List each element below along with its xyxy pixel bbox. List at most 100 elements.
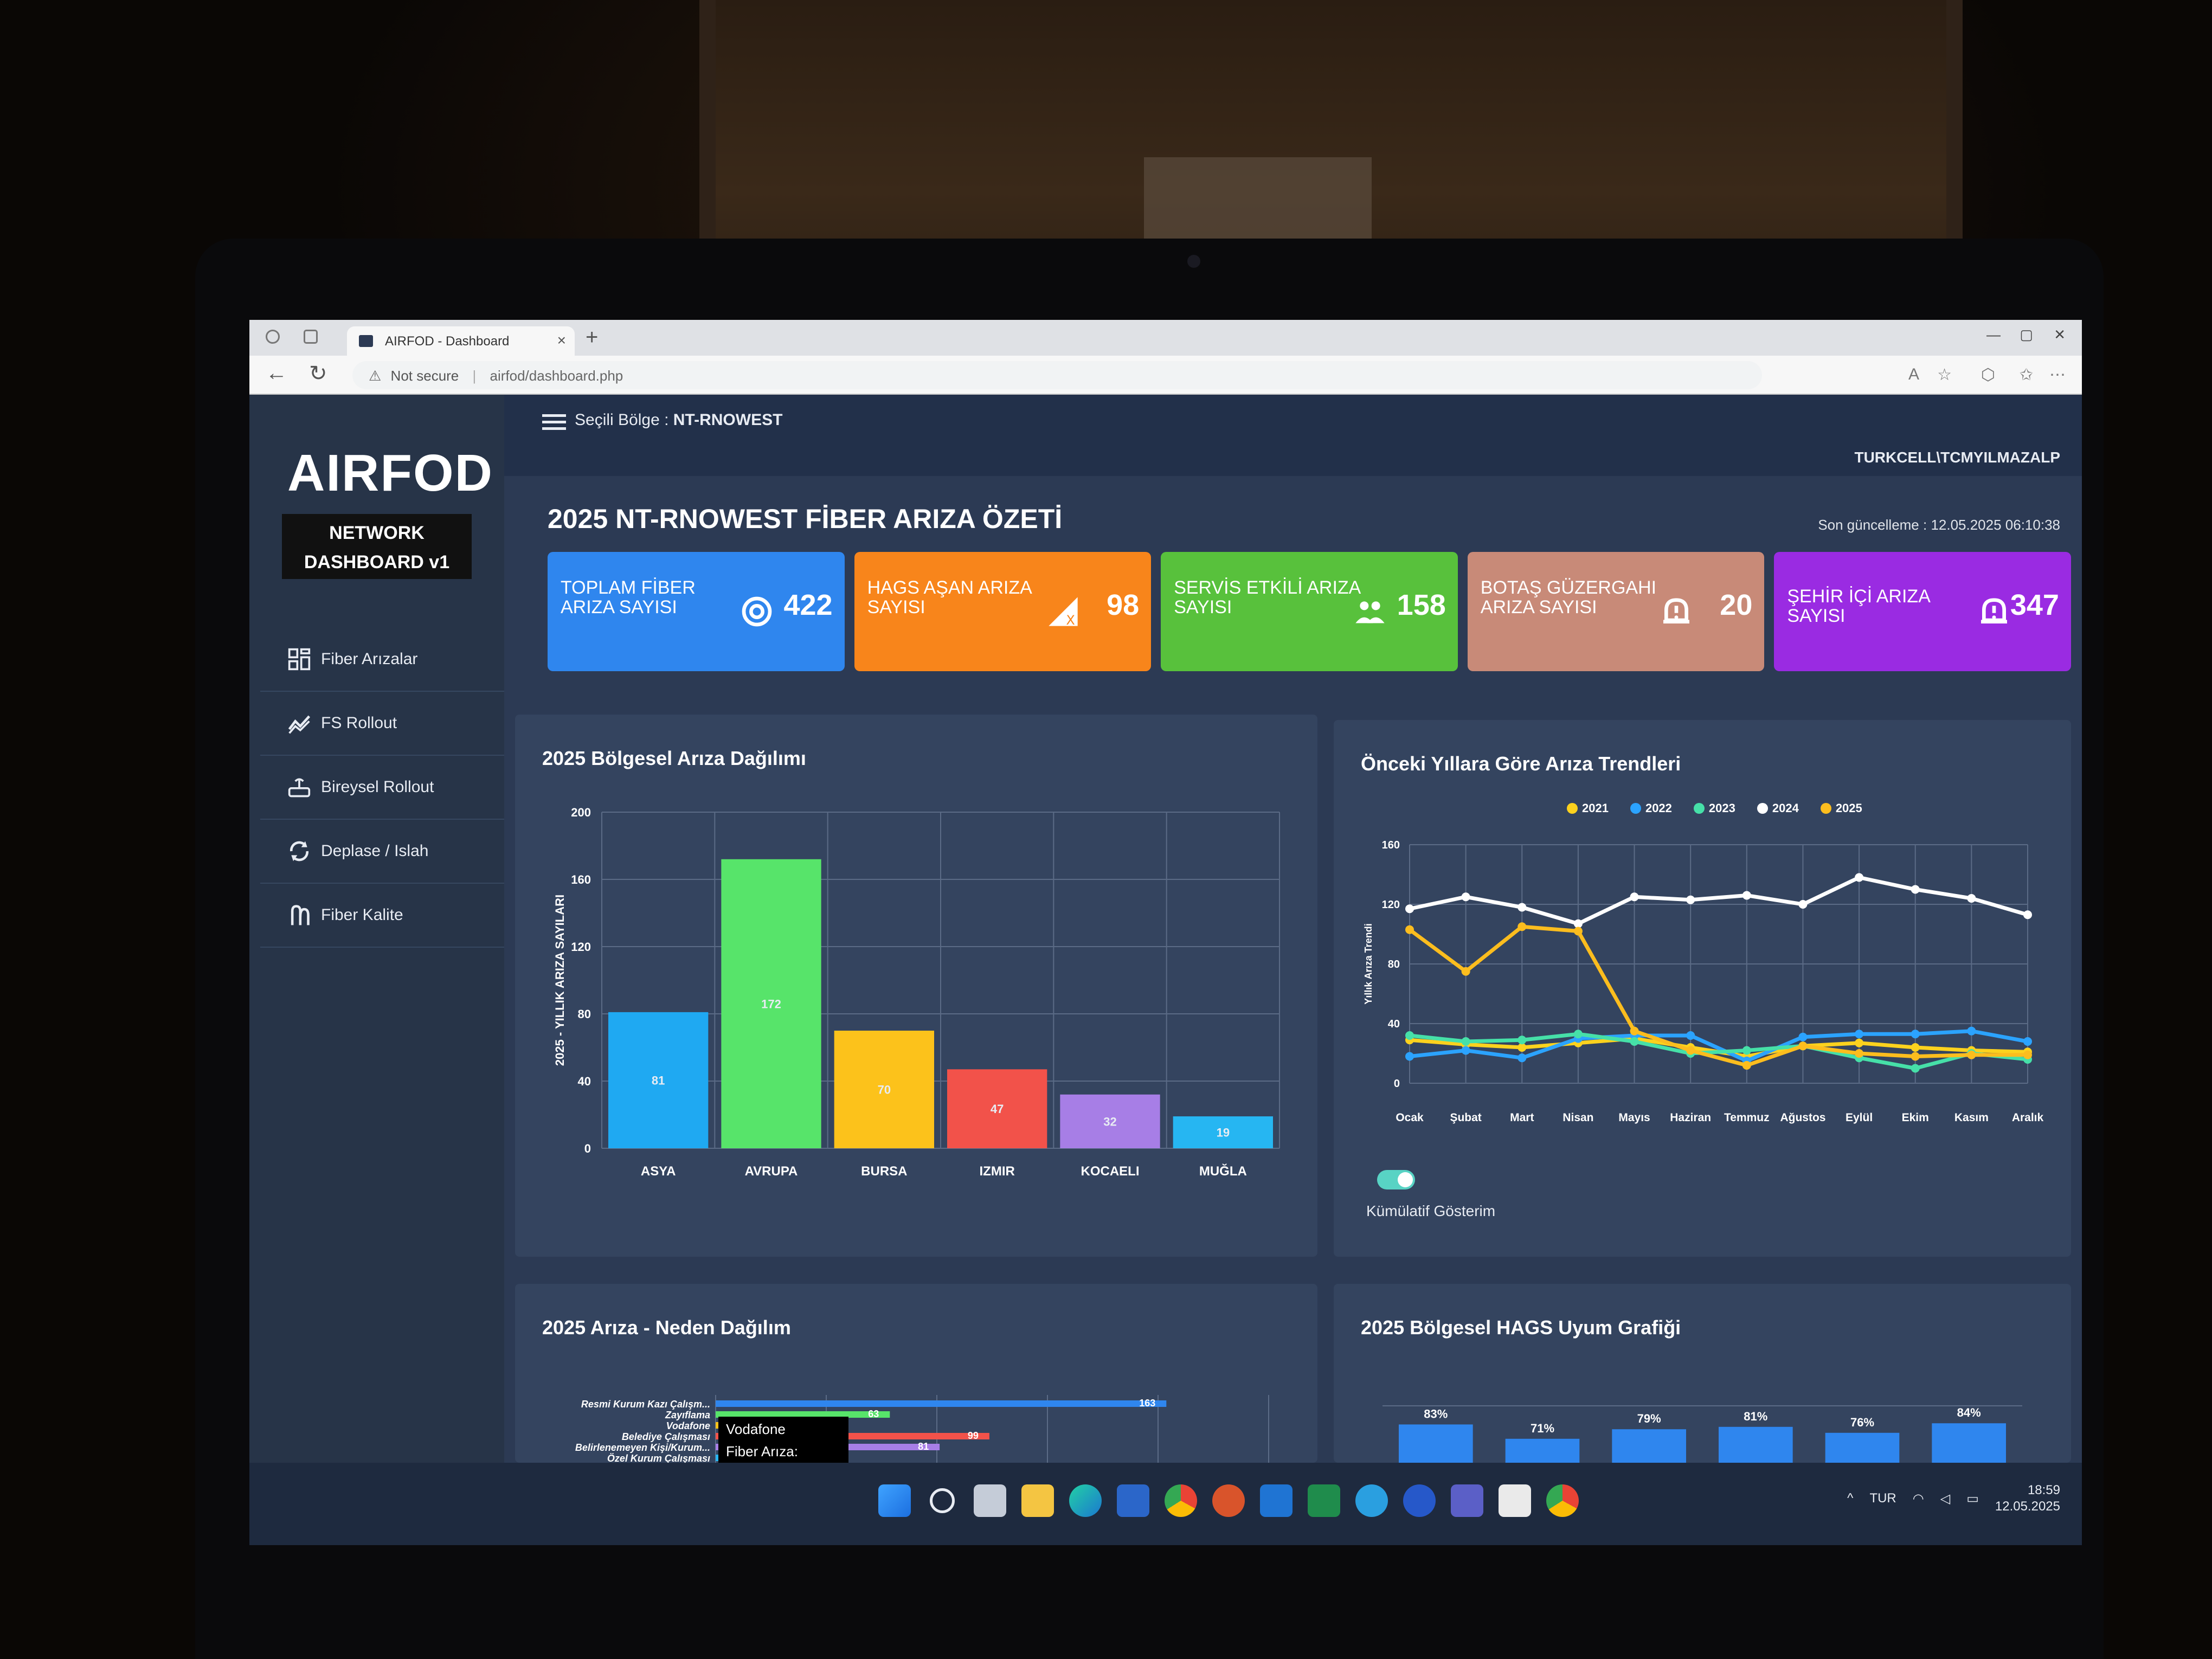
system-tray: ^ TUR ◠ ◁ ▭ 18:59 12.05.2025	[1847, 1482, 2060, 1515]
bar	[1060, 1094, 1160, 1148]
outlook-icon[interactable]	[1260, 1484, 1293, 1517]
legend-item[interactable]: 2023	[1693, 801, 1735, 815]
paint-icon[interactable]	[1499, 1484, 1531, 1517]
regional-bar-chart: 0 40 80 120 160 200 81 ASYA 172 AVRUPA 70 BURSA 47 IZ…	[553, 806, 1280, 1179]
chrome-icon[interactable]	[1165, 1484, 1197, 1517]
user-name[interactable]: TURKCELL\TCMYILMAZALP	[1854, 449, 2060, 466]
minimize-icon[interactable]: —	[1986, 326, 2001, 343]
sidebar-item-deplase-islah[interactable]: Deplase / Islah	[260, 820, 504, 884]
reload-icon[interactable]: ↻	[309, 362, 327, 385]
legend-item[interactable]: 2024	[1757, 801, 1799, 815]
clock-time: 18:59	[2027, 1483, 2060, 1497]
chrome-icon[interactable]	[1546, 1484, 1579, 1517]
alert-bell-icon	[1980, 598, 2007, 623]
series-point-2024	[1686, 895, 1695, 904]
page-title: 2025 NT-RNOWEST FİBER ARIZA ÖZETİ	[548, 504, 1063, 534]
sidebar-item-fs-rollout[interactable]: FS Rollout	[260, 692, 504, 756]
y-axis-label: 2025 - YILLIK ARIZA SAYILARI	[553, 895, 567, 1066]
card-city[interactable]: ŞEHİR İÇİ ARIZA SAYISI 347	[1774, 552, 2071, 671]
tooltip-series: Fiber Arıza:	[726, 1443, 798, 1459]
word-icon[interactable]	[1117, 1484, 1149, 1517]
wifi-icon[interactable]: ◠	[1912, 1491, 1924, 1506]
file-explorer-icon[interactable]	[1021, 1484, 1054, 1517]
hbar	[716, 1400, 1167, 1407]
search-icon[interactable]	[930, 1488, 955, 1513]
read-aloud-icon[interactable]: A	[1908, 365, 1919, 383]
series-point-2024	[1855, 873, 1864, 882]
language-indicator[interactable]: TUR	[1869, 1491, 1896, 1506]
browser-tab[interactable]: AIRFOD - Dashboard ×	[347, 326, 575, 356]
series-point-2023	[1461, 1037, 1470, 1046]
url-text: airfod/dashboard.php	[490, 368, 623, 384]
task-view-icon[interactable]	[974, 1484, 1006, 1517]
favorite-icon[interactable]: ☆	[1937, 366, 1952, 384]
close-tab-icon[interactable]: ×	[557, 332, 566, 349]
cumulative-toggle[interactable]	[1377, 1170, 1415, 1189]
battery-icon[interactable]: ▭	[1966, 1491, 1979, 1506]
webex-icon[interactable]	[1403, 1484, 1436, 1517]
regional-distribution-panel: 2025 Bölgesel Arıza Dağılımı 0 40 80 120 160…	[515, 715, 1317, 1257]
bar-value-label: 32	[1103, 1115, 1116, 1128]
favorites-bar-icon[interactable]: ✩	[2019, 366, 2033, 384]
profile-icon[interactable]	[266, 330, 280, 344]
sidebar-item-bireysel-rollout[interactable]: Bireysel Rollout	[260, 756, 504, 820]
signal-off-icon: x	[1049, 597, 1078, 628]
refresh-icon	[290, 841, 308, 861]
series-point-2021	[1517, 1043, 1527, 1052]
clock[interactable]: 18:59 12.05.2025	[1995, 1482, 2060, 1515]
series-point-2024	[1405, 904, 1414, 914]
chart-title: 2025 Bölgesel HAGS Uyum Grafiği	[1361, 1316, 1681, 1339]
extensions-icon[interactable]: ⬡	[1980, 366, 1995, 384]
logo: AIRFOD	[287, 444, 493, 502]
tray-chevron-icon[interactable]: ^	[1847, 1491, 1854, 1506]
y-tick-label: Zayıflama	[665, 1410, 710, 1420]
skype-icon[interactable]	[1355, 1484, 1388, 1517]
series-point-2023	[1911, 1064, 1920, 1073]
teams-icon[interactable]	[1451, 1484, 1483, 1517]
powerpoint-icon[interactable]	[1212, 1484, 1245, 1517]
edge-icon[interactable]	[1069, 1484, 1102, 1517]
volume-icon[interactable]: ◁	[1940, 1491, 1951, 1506]
series-point-2024	[1742, 891, 1751, 900]
card-service-impact[interactable]: SERVİS ETKİLİ ARIZA SAYISI 158	[1161, 552, 1458, 671]
back-icon[interactable]: ←	[266, 361, 287, 385]
screen: AIRFOD - Dashboard × + — ▢ ✕ ← ↻ ⚠ Not s…	[249, 320, 2082, 1545]
legend-item[interactable]: 2021	[1567, 801, 1609, 815]
trend-line-chart: 0 40 80 120 160 Ocak Şubat Mart Nisan Mayıs Hazira…	[1363, 839, 2043, 1124]
hags-bar	[1399, 1424, 1473, 1463]
start-icon[interactable]	[878, 1484, 911, 1517]
card-label: SERVİS ETKİLİ ARIZA SAYISI	[1174, 577, 1360, 618]
sidebar-item-fiber-kalite[interactable]: Fiber Kalite	[260, 884, 504, 948]
url-field[interactable]: ⚠ Not secure | airfod/dashboard.php	[352, 361, 1762, 389]
target-icon	[742, 596, 771, 627]
series-point-2025	[1405, 925, 1414, 934]
more-icon[interactable]: ⋯	[2049, 366, 2066, 384]
y-tick-label: Özel Kurum Çalışması	[607, 1453, 710, 1463]
card-hags[interactable]: HAGS AŞAN ARIZA SAYISI x 98	[854, 552, 1152, 671]
series-line-2024	[1409, 875, 2028, 926]
maximize-icon[interactable]: ▢	[2020, 326, 2033, 343]
tab-actions-icon[interactable]	[304, 330, 318, 344]
card-total-fiber[interactable]: TOPLAM FİBER ARIZA SAYISI 422	[548, 552, 845, 671]
series-point-2022	[2023, 1037, 2032, 1046]
series-point-2022	[1911, 1030, 1920, 1039]
legend-item[interactable]: 2025	[1820, 801, 1862, 815]
series-point-2023	[1517, 1036, 1527, 1045]
hamburger-menu-icon[interactable]	[542, 414, 566, 430]
card-botas[interactable]: BOTAŞ GÜZERGAHI ARIZA SAYISI 20	[1467, 552, 1765, 671]
new-tab-button[interactable]: +	[586, 325, 599, 349]
chart-tooltip: Vodafone Fiber Arıza:	[718, 1417, 848, 1467]
x-tick-label: Eylül	[1846, 1111, 1873, 1124]
region-value: NT-RNOWEST	[673, 411, 783, 429]
router-icon	[288, 778, 311, 798]
hags-value-label: 83%	[1424, 1407, 1448, 1420]
summary-cards: TOPLAM FİBER ARIZA SAYISI 422 HAGS AŞAN …	[548, 552, 2071, 671]
sidebar-item-fiber-arizalar[interactable]: Fiber Arızalar	[260, 628, 504, 692]
users-icon	[1355, 601, 1385, 623]
cause-bar-chart: 163 Resmi Kurum Kazı Çalışm... 63 Zayıflama…	[575, 1395, 1269, 1463]
bar	[721, 859, 821, 1148]
legend-item[interactable]: 2022	[1630, 801, 1672, 815]
series-point-2025	[1686, 1046, 1695, 1055]
excel-icon[interactable]	[1308, 1484, 1340, 1517]
close-window-icon[interactable]: ✕	[2054, 326, 2066, 343]
